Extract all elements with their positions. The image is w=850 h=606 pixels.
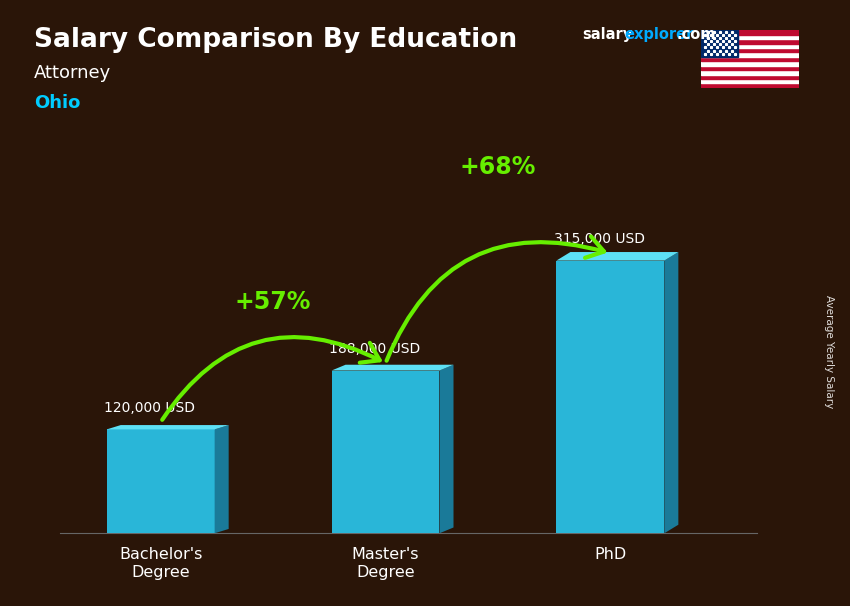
Bar <box>701 48 799 53</box>
Bar <box>701 53 799 57</box>
FancyArrowPatch shape <box>387 236 604 361</box>
Bar <box>701 70 799 75</box>
Bar <box>701 84 799 88</box>
Bar <box>701 75 799 79</box>
Text: .com: .com <box>677 27 716 42</box>
Bar <box>701 79 799 84</box>
Text: 188,000 USD: 188,000 USD <box>329 342 421 356</box>
Text: +68%: +68% <box>460 155 536 179</box>
Bar <box>701 35 799 39</box>
Text: +57%: +57% <box>235 290 311 314</box>
Bar <box>701 57 799 61</box>
Bar <box>701 39 799 44</box>
Bar <box>701 30 799 35</box>
Bar <box>332 370 439 533</box>
Polygon shape <box>107 425 229 430</box>
Bar <box>701 30 739 57</box>
Polygon shape <box>439 365 454 533</box>
FancyArrowPatch shape <box>162 337 380 420</box>
Bar <box>701 44 799 48</box>
Polygon shape <box>332 365 454 370</box>
Polygon shape <box>557 252 678 261</box>
Polygon shape <box>665 252 678 533</box>
Text: explorer: explorer <box>625 27 694 42</box>
Text: Average Yearly Salary: Average Yearly Salary <box>824 295 834 408</box>
Bar <box>701 65 799 70</box>
Bar <box>107 430 215 533</box>
Text: salary: salary <box>582 27 632 42</box>
Text: 120,000 USD: 120,000 USD <box>105 401 196 415</box>
Text: Salary Comparison By Education: Salary Comparison By Education <box>34 27 517 53</box>
Text: Attorney: Attorney <box>34 64 111 82</box>
Bar <box>557 261 665 533</box>
Text: Ohio: Ohio <box>34 94 81 112</box>
Text: 315,000 USD: 315,000 USD <box>554 232 645 246</box>
Bar <box>701 61 799 65</box>
Polygon shape <box>215 425 229 533</box>
